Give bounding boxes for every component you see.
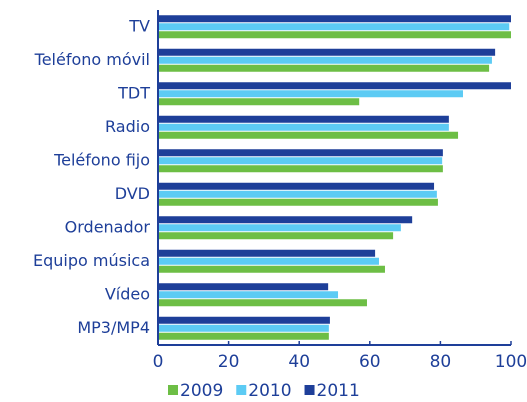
bar [158, 316, 330, 324]
y-tick-label: Equipo música [33, 251, 150, 270]
bar [158, 115, 449, 123]
legend-swatch [168, 385, 178, 395]
bar [158, 232, 394, 240]
bar [158, 283, 329, 291]
bar [158, 257, 379, 265]
legend-swatch [236, 385, 247, 395]
y-tick-label: MP3/MP4 [77, 318, 150, 337]
y-tick-label: TV [128, 16, 150, 35]
bar [158, 157, 443, 165]
bar [158, 82, 511, 90]
legend-label: 2010 [248, 381, 291, 401]
bar [158, 56, 492, 64]
legend-label: 2009 [180, 381, 223, 401]
y-tick-label: DVD [115, 184, 150, 203]
y-tick-label: Teléfono fijo [53, 150, 150, 169]
bar [158, 182, 435, 190]
bar [158, 291, 339, 299]
bar [158, 48, 496, 56]
bar [158, 216, 413, 224]
x-tick-label: 100 [495, 352, 527, 372]
bar [158, 190, 437, 198]
bar [158, 98, 360, 106]
y-tick-label: Vídeo [105, 284, 150, 303]
x-tick-label: 80 [430, 352, 452, 372]
bar [158, 198, 438, 206]
x-tick-label: 20 [218, 352, 240, 372]
legend-swatch [304, 385, 315, 395]
bar [158, 224, 401, 232]
bar [158, 90, 463, 98]
x-tick-label: 40 [288, 352, 310, 372]
bar [158, 131, 459, 139]
x-tick-label: 60 [359, 352, 381, 372]
y-tick-label: TDT [117, 83, 150, 102]
bar [158, 299, 367, 307]
x-tick-label: 0 [153, 352, 164, 372]
bar [158, 31, 511, 39]
bar [158, 165, 443, 173]
bar [158, 123, 449, 131]
bar [158, 265, 385, 273]
bar [158, 15, 511, 23]
bar [158, 149, 443, 157]
bar [158, 23, 510, 31]
bar [158, 324, 329, 332]
bar [158, 332, 329, 340]
y-tick-label: Ordenador [65, 217, 151, 236]
bar [158, 249, 376, 257]
y-tick-label: Teléfono móvil [34, 50, 150, 69]
legend-label: 2011 [317, 381, 360, 401]
y-tick-label: Radio [105, 117, 150, 136]
bar [158, 64, 490, 72]
